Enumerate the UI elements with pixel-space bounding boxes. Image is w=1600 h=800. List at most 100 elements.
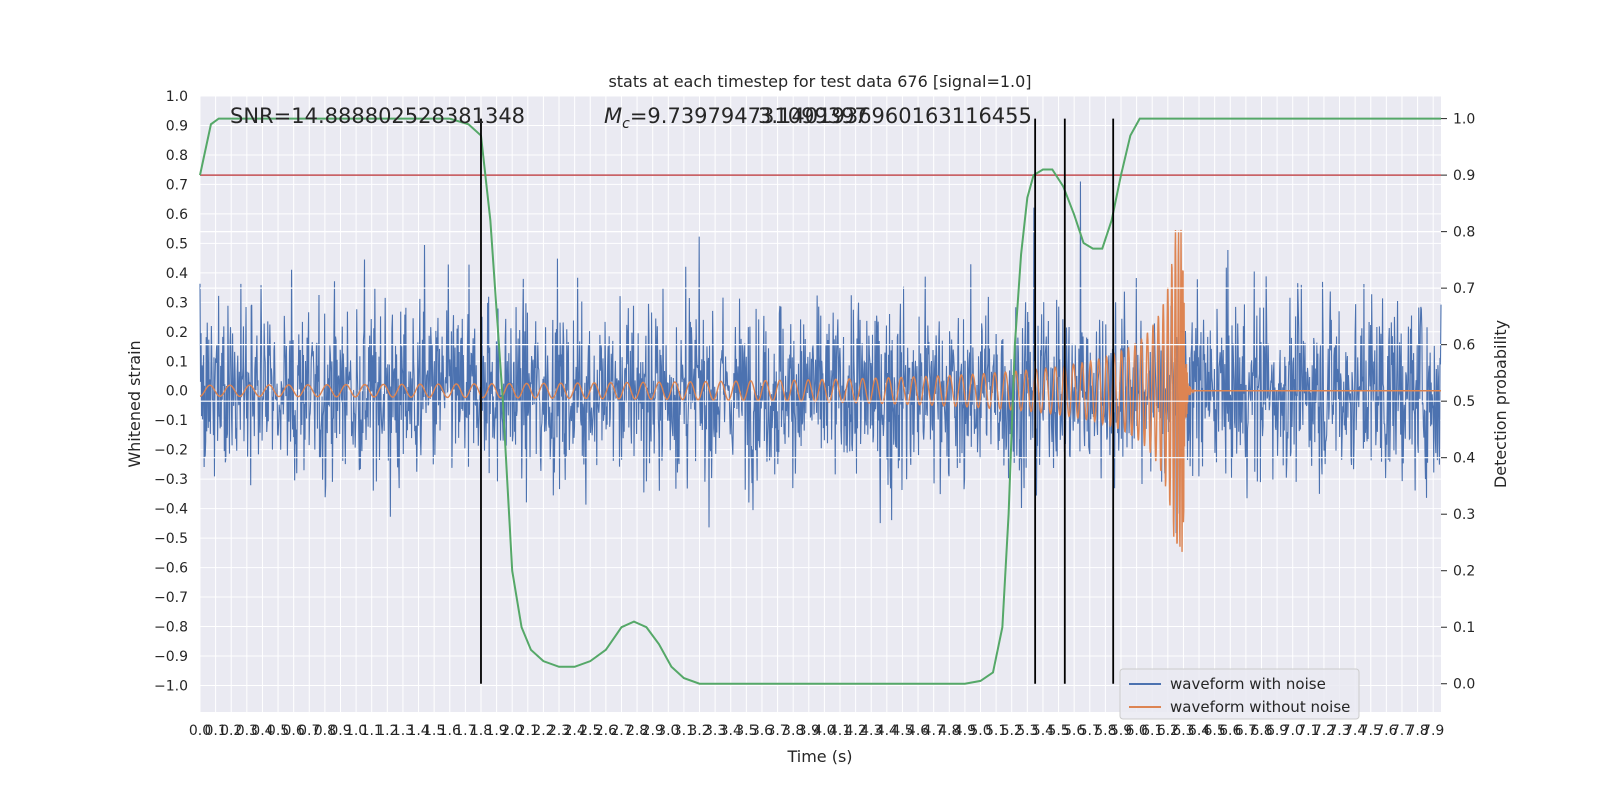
x-tick-label: 7.3 (1328, 723, 1350, 739)
x-tick-label: 0.4 (251, 723, 273, 739)
x-tick-label: 2.5 (579, 723, 601, 739)
y2-tick-label: 0.7 (1453, 281, 1475, 297)
x-tick-label: 6.8 (1250, 723, 1272, 739)
x-tick-label: 1.7 (454, 723, 476, 739)
x-tick-label: 3.6 (751, 723, 773, 739)
x-tick-label: 3.7 (766, 723, 788, 739)
y-tick-label: 0.0 (166, 384, 188, 400)
y2-tick-label: 0.0 (1453, 677, 1475, 693)
x-tick-label: 4.0 (813, 723, 835, 739)
x-tick-label: 2.9 (642, 723, 664, 739)
x-tick-label: 0.8 (314, 723, 336, 739)
x-tick-label: 7.5 (1360, 723, 1382, 739)
x-tick-label: 6.9 (1266, 723, 1288, 739)
x-tick-label: 6.6 (1219, 723, 1241, 739)
y-tick-label: −0.4 (154, 502, 188, 518)
x-tick-label: 6.1 (1141, 723, 1163, 739)
clean-waveform-line (199, 229, 1441, 552)
x-tick-label: 4.9 (954, 723, 976, 739)
y-tick-label: −0.9 (154, 649, 188, 665)
y-tick-label: −0.8 (154, 620, 188, 636)
x-tick-label: 7.0 (1282, 723, 1304, 739)
y2-tick-label: 0.9 (1453, 168, 1475, 184)
y2-tick-label: 0.2 (1453, 564, 1475, 580)
x-tick-label: 2.7 (610, 723, 632, 739)
y-tick-label: 0.2 (166, 325, 188, 341)
x-tick-label: 3.9 (798, 723, 820, 739)
y-tick-label: −1.0 (154, 678, 188, 694)
x-tick-label: 7.6 (1375, 723, 1397, 739)
overlapping-annotation: 3.1401936960163116455 (758, 104, 1032, 128)
x-tick-label: 2.0 (501, 723, 523, 739)
x-tick-label: 2.3 (548, 723, 570, 739)
y-tick-label: −0.1 (154, 413, 188, 429)
x-tick-label: 2.1 (517, 723, 539, 739)
y-axis-label: Whitened strain (125, 340, 144, 467)
y-tick-label: 0.5 (166, 236, 188, 252)
y-tick-label: −0.7 (154, 590, 188, 606)
x-tick-label: 7.9 (1422, 723, 1444, 739)
y2-axis-label: Detection probability (1491, 320, 1510, 488)
x-tick-label: 4.2 (844, 723, 866, 739)
x-tick-label: 1.2 (376, 723, 398, 739)
x-tick-label: 7.1 (1297, 723, 1319, 739)
x-tick-label: 3.4 (720, 723, 742, 739)
x-tick-label: 0.3 (236, 723, 258, 739)
x-tick-label: 3.8 (782, 723, 804, 739)
x-tick-label: 1.0 (345, 723, 367, 739)
x-tick-label: 4.7 (923, 723, 945, 739)
y-tick-label: 0.3 (166, 295, 188, 311)
x-tick-label: 3.2 (688, 723, 710, 739)
x-tick-label: 4.3 (860, 723, 882, 739)
y-tick-label: −0.6 (154, 561, 188, 577)
x-tick-label: 5.9 (1110, 723, 1132, 739)
x-tick-label: 0.7 (298, 723, 320, 739)
y2-axis-ticks: 0.0 0.1 0.2 0.3 0.4 0.5 0.6 0.7 0.8 0.9 1.0 (1441, 112, 1475, 693)
x-tick-label: 4.8 (938, 723, 960, 739)
x-tick-label: 4.4 (876, 723, 898, 739)
y-tick-label: −0.5 (154, 531, 188, 547)
y-tick-label: 0.7 (166, 177, 188, 193)
x-tick-label: 1.9 (485, 723, 507, 739)
x-tick-label: 0.6 (283, 723, 305, 739)
y2-tick-label: 0.8 (1453, 225, 1475, 241)
x-tick-label: 0.9 (329, 723, 351, 739)
y-tick-label: −0.2 (154, 443, 188, 459)
x-tick-label: 5.7 (1079, 723, 1101, 739)
x-tick-label: 6.2 (1157, 723, 1179, 739)
x-tick-label: 1.8 (470, 723, 492, 739)
y-tick-label: 0.1 (166, 354, 188, 370)
y-tick-label: −0.3 (154, 472, 188, 488)
x-tick-label: 5.0 (969, 723, 991, 739)
y2-tick-label: 0.5 (1453, 394, 1475, 410)
x-tick-label: 0.0 (189, 723, 211, 739)
y2-tick-label: 0.4 (1453, 451, 1475, 467)
x-tick-label: 5.6 (1063, 723, 1085, 739)
x-tick-label: 3.5 (735, 723, 757, 739)
x-tick-label: 7.7 (1391, 723, 1413, 739)
x-tick-label: 0.1 (204, 723, 226, 739)
x-tick-label: 7.4 (1344, 723, 1366, 739)
x-tick-label: 4.1 (829, 723, 851, 739)
y-tick-label: 0.9 (166, 118, 188, 134)
snr-annotation: SNR=14.888802528381348 (230, 104, 525, 128)
x-tick-label: 0.2 (220, 723, 242, 739)
x-tick-label: 1.6 (439, 723, 461, 739)
x-tick-label: 5.1 (985, 723, 1007, 739)
y-axis-ticks: −1.0 −0.9 −0.8 −0.7 −0.6 −0.5 −0.4 −0.3 −0.2 −0.1… (154, 89, 188, 694)
x-tick-label: 6.3 (1172, 723, 1194, 739)
x-tick-label: 5.5 (1047, 723, 1069, 739)
x-tick-label: 2.4 (564, 723, 586, 739)
x-tick-label: 5.4 (1032, 723, 1054, 739)
x-tick-label: 1.4 (407, 723, 429, 739)
x-tick-label: 0.5 (267, 723, 289, 739)
legend-label-noise: waveform with noise (1170, 675, 1326, 693)
y-tick-label: 0.8 (166, 148, 188, 164)
x-tick-label: 7.2 (1313, 723, 1335, 739)
x-tick-label: 7.8 (1406, 723, 1428, 739)
x-tick-label: 2.6 (595, 723, 617, 739)
overlay-grid (200, 231, 1441, 459)
x-tick-label: 5.8 (1094, 723, 1116, 739)
waveform-without-noise-series (199, 229, 1441, 552)
